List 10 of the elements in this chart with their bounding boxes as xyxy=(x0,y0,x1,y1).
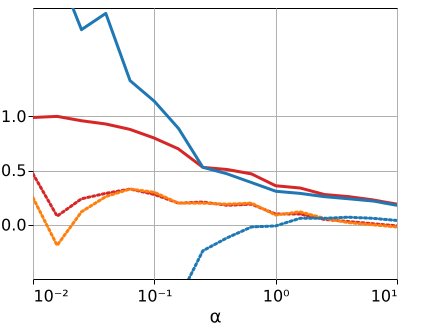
line-series xyxy=(33,188,397,247)
y-tick-label: 1.0 xyxy=(1,106,26,126)
line-series xyxy=(33,172,397,228)
x-axis-title: α xyxy=(210,306,222,328)
y-tick-label: 0.5 xyxy=(1,161,26,180)
x-tick-label: 10⁰ xyxy=(262,286,290,306)
x-tick-label: 10¹ xyxy=(370,286,398,306)
y-tick-label: 0.0 xyxy=(1,215,26,234)
x-tick-label: 10⁻² xyxy=(34,286,69,306)
x-tick-label: 10⁻¹ xyxy=(137,286,172,306)
